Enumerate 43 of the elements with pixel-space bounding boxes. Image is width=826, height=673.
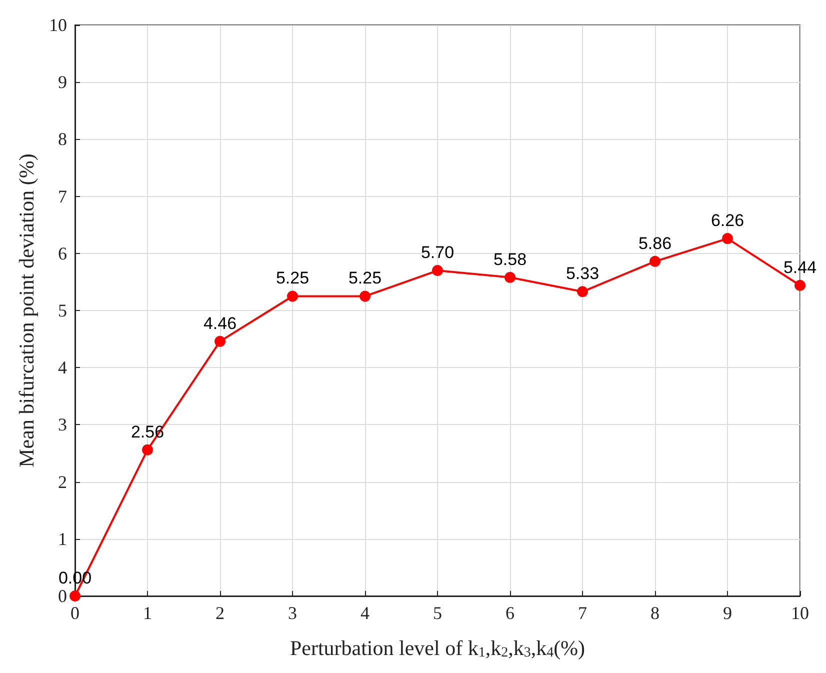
y-tick-label: 5 (58, 300, 67, 320)
y-tick-label: 8 (58, 129, 67, 150)
x-tick-label: 0 (70, 603, 80, 623)
data-label: 5.58 (493, 250, 527, 269)
x-tick-label: 1 (143, 603, 152, 623)
point (70, 590, 80, 602)
x-tick-label: 10 (791, 603, 809, 623)
point (360, 290, 370, 302)
x-tick-label: 5 (433, 603, 442, 623)
point (432, 265, 443, 276)
y-tick-label: 2 (58, 472, 67, 492)
data-label: 4.46 (203, 314, 237, 333)
data-label: 6.26 (710, 211, 744, 230)
x-tick-label: 2 (216, 603, 224, 623)
point (142, 444, 153, 456)
y-tick-label: 1 (58, 528, 67, 549)
x-tick-label: 8 (650, 603, 660, 623)
point (577, 286, 588, 298)
point (650, 256, 660, 267)
y-axis-title: Mean bifurcation point deviation (%) (14, 154, 38, 468)
y-tick-label: 7 (58, 186, 67, 206)
data-label: 5.25 (276, 268, 310, 288)
x-tick-label: 4 (360, 603, 370, 623)
point (214, 336, 226, 347)
y-tick-label: 4 (58, 358, 67, 378)
point (722, 233, 733, 244)
y-tick-label: 0 (58, 586, 67, 606)
y-tick-label: 3 (58, 414, 67, 435)
point (287, 290, 298, 302)
data-label: 5.33 (566, 264, 600, 284)
point (794, 280, 806, 291)
y-tick-label: 6 (58, 243, 67, 264)
x-tick-label: 9 (723, 603, 732, 623)
x-tick-label: 3 (288, 603, 297, 623)
point (504, 272, 516, 283)
text: Perturbation level of k1,k2,k3,k4(%) (290, 636, 586, 660)
x-tick-label: 6 (506, 603, 514, 623)
x-tick-label: 7 (578, 603, 587, 623)
data-label: 5.25 (348, 268, 382, 288)
y-tick-label: 9 (58, 72, 67, 92)
data-label: 5.70 (420, 243, 454, 262)
y-tick-label: 10 (49, 15, 67, 35)
data-label: 5.86 (638, 234, 672, 253)
